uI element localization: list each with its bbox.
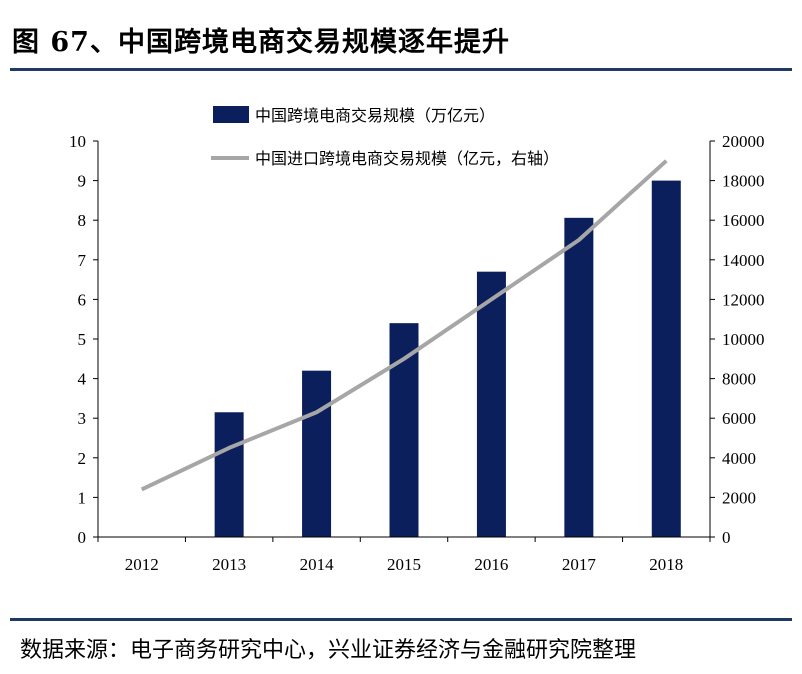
left-tick-label: 7 xyxy=(78,251,87,270)
right-tick-label: 18000 xyxy=(722,172,765,191)
right-tick-label: 16000 xyxy=(722,211,765,230)
x-tick-label: 2013 xyxy=(212,555,246,574)
x-axis: 2012 2013 2014 2015 2016 2017 2018 xyxy=(97,536,711,574)
right-tick-label: 20000 xyxy=(722,132,765,151)
bar xyxy=(214,412,244,537)
x-tick-label: 2016 xyxy=(474,555,508,574)
left-tick-label: 0 xyxy=(78,528,87,547)
bar-series xyxy=(214,180,681,537)
left-tick-label: 4 xyxy=(78,370,87,389)
series-line xyxy=(140,159,668,492)
left-tick-label: 6 xyxy=(78,290,87,309)
bar xyxy=(476,271,506,537)
legend-label-line: 中国进口跨境电商交易规模（亿元，右轴） xyxy=(255,149,559,168)
line-series xyxy=(140,159,668,492)
legend: 中国跨境电商交易规模（万亿元） 中国进口跨境电商交易规模（亿元，右轴） xyxy=(211,106,559,168)
bar xyxy=(564,217,594,537)
figure-title: 图 67、中国跨境电商交易规模逐年提升 xyxy=(12,27,510,58)
x-tick-label: 2015 xyxy=(387,555,421,574)
right-tick-label: 2000 xyxy=(722,488,756,507)
left-tick-label: 5 xyxy=(78,330,87,349)
left-tick-label: 1 xyxy=(78,488,87,507)
left-tick-label: 9 xyxy=(78,172,87,191)
right-tick-label: 6000 xyxy=(722,409,756,428)
x-tick-label: 2014 xyxy=(300,555,335,574)
right-axis: 0 2000 4000 6000 8000 10000 12000 14000 16000 180… xyxy=(709,132,765,547)
right-tick-label: 14000 xyxy=(722,251,765,270)
right-tick-label: 10000 xyxy=(722,330,765,349)
right-tick-label: 0 xyxy=(722,528,731,547)
source-note: 数据来源：电子商务研究中心，兴业证券经济与金融研究院整理 xyxy=(20,638,637,663)
left-tick-label: 8 xyxy=(78,211,87,230)
left-tick-label: 2 xyxy=(78,449,87,468)
legend-label-bar: 中国跨境电商交易规模（万亿元） xyxy=(255,106,495,125)
legend-swatch-bar xyxy=(213,106,249,123)
right-tick-label: 4000 xyxy=(722,449,756,468)
right-tick-label: 12000 xyxy=(722,290,765,309)
x-tick-label: 2018 xyxy=(649,555,683,574)
bar xyxy=(302,370,332,537)
title-rule xyxy=(10,68,792,71)
left-axis: 0 1 2 3 4 5 6 7 8 9 10 xyxy=(69,132,99,547)
source-rule xyxy=(10,618,792,621)
left-tick-label: 3 xyxy=(78,409,87,428)
bar xyxy=(389,323,419,537)
left-tick-label: 10 xyxy=(69,132,86,151)
x-tick-label: 2012 xyxy=(125,555,159,574)
right-tick-label: 8000 xyxy=(722,370,756,389)
x-tick-label: 2017 xyxy=(562,555,597,574)
bar xyxy=(651,180,681,537)
